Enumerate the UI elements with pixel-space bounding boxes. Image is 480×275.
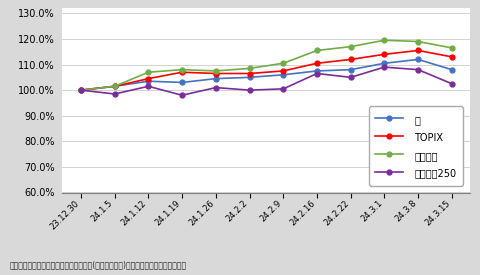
私 bbox=[415, 58, 421, 61]
グロース250 bbox=[348, 76, 354, 79]
グロース250 bbox=[145, 85, 151, 88]
グロース250 bbox=[213, 86, 219, 89]
私 bbox=[382, 62, 387, 65]
日経平均 bbox=[145, 71, 151, 74]
日経平均 bbox=[280, 62, 286, 65]
Text: 追加資金は損益率には反映させておらず(配当金は反映)、保有株の損益率を表示中。: 追加資金は損益率には反映させておらず(配当金は反映)、保有株の損益率を表示中。 bbox=[10, 260, 187, 270]
TOPIX bbox=[449, 55, 455, 59]
日経平均 bbox=[213, 69, 219, 73]
私 bbox=[280, 73, 286, 76]
私 bbox=[112, 85, 118, 88]
グロース250 bbox=[415, 68, 421, 71]
グロース250 bbox=[112, 92, 118, 96]
私 bbox=[247, 76, 252, 79]
私 bbox=[145, 79, 151, 83]
Line: 私: 私 bbox=[79, 57, 454, 93]
私 bbox=[78, 89, 84, 92]
TOPIX bbox=[382, 53, 387, 56]
日経平均 bbox=[78, 89, 84, 92]
日経平均 bbox=[382, 39, 387, 42]
私 bbox=[449, 68, 455, 71]
TOPIX bbox=[179, 71, 185, 74]
グロース250 bbox=[449, 82, 455, 86]
日経平均 bbox=[348, 45, 354, 48]
TOPIX bbox=[280, 69, 286, 73]
TOPIX bbox=[112, 85, 118, 88]
Line: TOPIX: TOPIX bbox=[79, 48, 454, 93]
グロース250 bbox=[280, 87, 286, 90]
日経平均 bbox=[179, 68, 185, 71]
グロース250 bbox=[179, 94, 185, 97]
私 bbox=[314, 69, 320, 73]
私 bbox=[179, 81, 185, 84]
私 bbox=[213, 77, 219, 80]
TOPIX bbox=[314, 62, 320, 65]
日経平均 bbox=[112, 85, 118, 88]
日経平均 bbox=[247, 67, 252, 70]
TOPIX bbox=[348, 58, 354, 61]
グロース250 bbox=[78, 89, 84, 92]
TOPIX bbox=[78, 89, 84, 92]
私 bbox=[348, 68, 354, 71]
Legend: 私, TOPIX, 日経平均, グロース250: 私, TOPIX, 日経平均, グロース250 bbox=[369, 106, 464, 186]
日経平均 bbox=[314, 49, 320, 52]
グロース250 bbox=[314, 72, 320, 75]
Line: グロース250: グロース250 bbox=[79, 65, 454, 98]
TOPIX bbox=[145, 77, 151, 80]
日経平均 bbox=[415, 40, 421, 43]
TOPIX bbox=[415, 49, 421, 52]
日経平均 bbox=[449, 46, 455, 50]
グロース250 bbox=[247, 89, 252, 92]
TOPIX bbox=[247, 72, 252, 75]
TOPIX bbox=[213, 72, 219, 75]
Line: 日経平均: 日経平均 bbox=[79, 38, 454, 93]
グロース250 bbox=[382, 65, 387, 69]
